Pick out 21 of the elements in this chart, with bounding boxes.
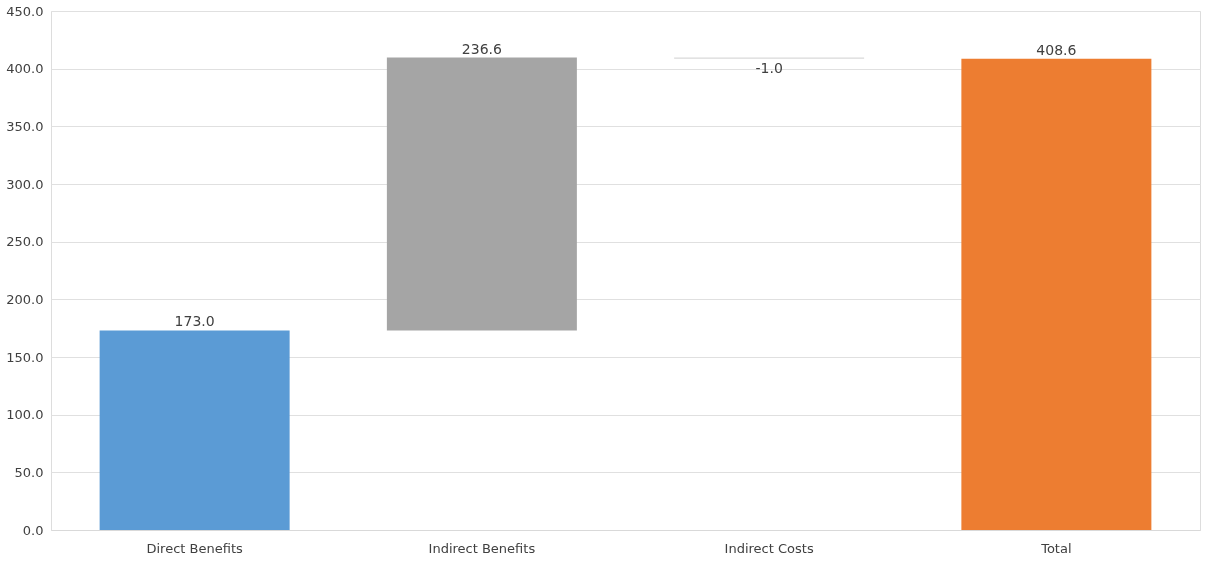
data-label: 173.0 — [174, 313, 215, 330]
y-tick-label: 300.0 — [6, 176, 44, 192]
y-tick-label: 250.0 — [6, 234, 44, 250]
data-label: -1.0 — [755, 59, 783, 76]
x-tick-label: Total — [1040, 540, 1072, 556]
y-tick-label: 450.0 — [6, 3, 44, 19]
bar — [386, 57, 577, 331]
y-tick-label: 400.0 — [6, 61, 44, 77]
data-label: 408.6 — [1036, 41, 1077, 58]
y-tick-label: 200.0 — [6, 291, 44, 307]
y-tick-label: 150.0 — [6, 349, 44, 365]
y-tick-label: 50.0 — [14, 464, 44, 480]
bar — [961, 58, 1152, 530]
x-tick-label: Indirect Benefits — [428, 540, 536, 556]
data-label: 236.6 — [461, 40, 502, 57]
x-tick-label: Indirect Costs — [724, 540, 814, 556]
x-tick-label: Direct Benefits — [146, 540, 243, 556]
y-tick-label: 350.0 — [6, 118, 44, 134]
bar — [99, 330, 290, 530]
y-tick-label: 0.0 — [22, 522, 44, 538]
y-tick-label: 100.0 — [6, 407, 44, 423]
